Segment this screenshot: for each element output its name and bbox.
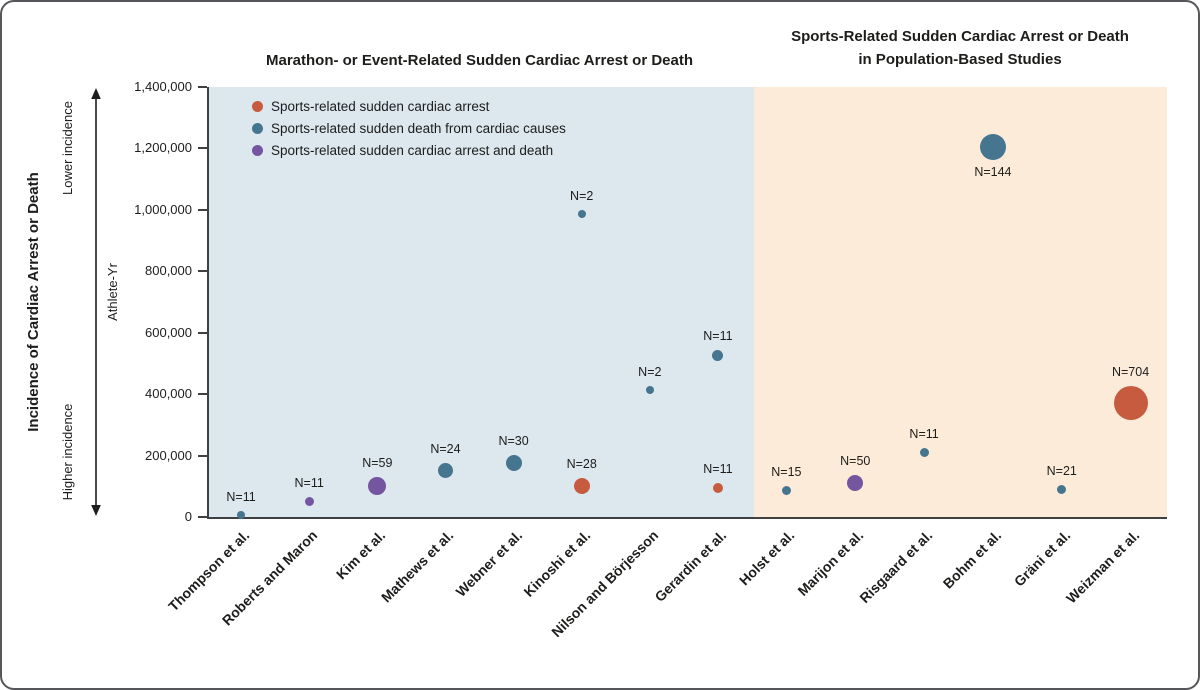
y-tick-mark	[198, 270, 207, 273]
left-panel-background	[209, 87, 754, 517]
data-point-n-label: N=11	[703, 329, 733, 344]
data-point	[712, 482, 723, 493]
y-tick-mark	[198, 86, 207, 88]
arrow-label-lower-incidence: Lower incidence	[60, 101, 75, 195]
data-point-n-label: N=144	[974, 164, 1012, 179]
y-tick-label: 200,000	[145, 447, 192, 463]
y-axis-outer-label: Incidence of Cardiac Arrest or Death	[25, 172, 42, 432]
y-tick-mark	[198, 331, 207, 334]
data-point-n-label: N=59	[362, 456, 393, 471]
legend-label: Sports-related sudden cardiac arrest and…	[271, 143, 554, 158]
x-category-label: Kim et al.	[333, 527, 389, 583]
data-point	[979, 133, 1006, 160]
data-point	[712, 350, 724, 362]
x-category-label: Roberts and Maron	[218, 527, 321, 629]
data-point	[505, 455, 522, 472]
data-point-n-label: N=28	[566, 457, 597, 472]
y-tick-mark	[198, 454, 207, 457]
legend-label: Sports-related sudden death from cardiac…	[271, 121, 566, 136]
legend-item: Sports-related sudden cardiac arrest and…	[252, 142, 566, 159]
data-point	[573, 478, 590, 495]
x-category-label: Risgaard et al.	[856, 527, 936, 606]
data-point	[368, 477, 387, 496]
data-point-n-label: N=11	[909, 427, 939, 441]
data-point	[645, 385, 654, 394]
data-point	[781, 486, 791, 496]
arrow-label-higher-incidence: Higher incidence	[60, 403, 75, 501]
data-point-n-label: N=11	[226, 489, 256, 504]
data-point-n-label: N=24	[430, 442, 461, 457]
y-tick-label: 1,400,000	[134, 79, 192, 94]
x-category-label: Bohm et al.	[939, 527, 1005, 592]
x-category-label: Weizman et al.	[1062, 527, 1142, 607]
y-tick-mark	[198, 208, 207, 211]
right-panel-title: Sports-Related Sudden Cardiac Arrest or …	[754, 26, 1166, 71]
data-point-n-label: N=15	[771, 465, 802, 480]
data-point	[847, 475, 864, 492]
legend-dot-death	[252, 123, 263, 134]
data-point-n-label: N=704	[1111, 365, 1150, 380]
x-category-label: Mathews et al.	[378, 527, 457, 606]
y-tick-mark	[198, 516, 207, 518]
data-point	[304, 497, 314, 507]
right-panel-title-line2: in Population-Based Studies	[858, 50, 1062, 68]
data-point	[577, 210, 586, 219]
legend-dot-arrest_and_death	[252, 145, 263, 156]
data-point	[1113, 386, 1148, 421]
y-tick-mark	[198, 393, 207, 396]
y-tick-label: 600,000	[145, 324, 192, 340]
legend-item: Sports-related sudden death from cardiac…	[252, 120, 566, 137]
x-category-label: Marijon et al.	[794, 527, 867, 599]
y-tick-label: 1,000,000	[134, 201, 192, 217]
data-point-n-label: N=2	[570, 189, 594, 204]
data-point	[1057, 484, 1067, 494]
x-category-label: Gerardin et al.	[651, 527, 730, 605]
data-point-n-label: N=2	[638, 364, 662, 379]
x-category-label: Webner et al.	[452, 527, 525, 600]
y-tick-mark	[198, 147, 207, 150]
legend: Sports-related sudden cardiac arrest Spor…	[252, 98, 566, 159]
y-tick-label: 0	[184, 509, 192, 524]
legend-dot-arrest	[252, 101, 263, 112]
data-point-n-label: N=11	[294, 476, 324, 491]
x-category-label: Holst et al.	[736, 527, 798, 589]
legend-label: Sports-related sudden cardiac arrest	[271, 99, 490, 114]
y-tick-label: 400,000	[145, 386, 192, 402]
data-point-n-label: N=21	[1046, 463, 1077, 478]
y-tick-label: 800,000	[145, 263, 192, 279]
x-category-label: Kinoshi et al.	[520, 527, 594, 600]
plot-area	[207, 87, 1167, 519]
data-point	[919, 448, 929, 457]
data-point-n-label: N=11	[703, 461, 733, 476]
y-tick-label: 1,200,000	[134, 140, 192, 156]
left-panel-title: Marathon- or Event-Related Sudden Cardia…	[265, 52, 694, 69]
x-category-label: Gräni et al.	[1010, 527, 1074, 590]
x-category-label: Nilson and Börjesson	[548, 527, 662, 641]
right-panel-title-line1: Sports-Related Sudden Cardiac Arrest or …	[791, 28, 1129, 45]
legend-item: Sports-related sudden cardiac arrest	[252, 98, 566, 115]
data-point	[237, 510, 246, 519]
x-category-label: Thompson et al.	[165, 527, 253, 615]
right-panel-background	[754, 87, 1167, 517]
data-point	[437, 463, 453, 479]
data-point-n-label: N=30	[498, 434, 529, 449]
data-point-n-label: N=50	[840, 454, 871, 469]
incidence-direction-arrow	[91, 88, 101, 516]
